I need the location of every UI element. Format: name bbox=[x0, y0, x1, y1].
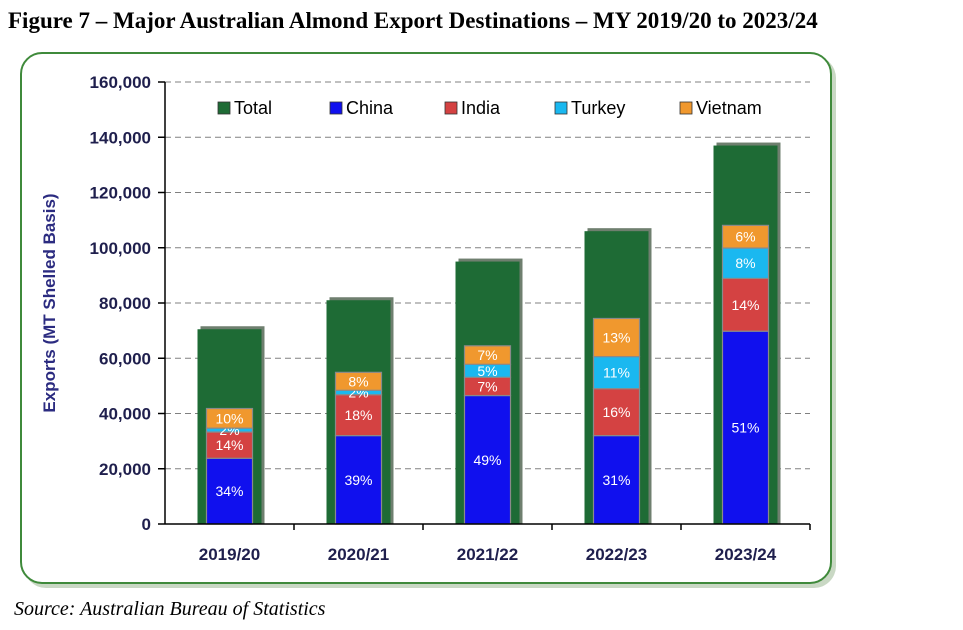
source-note: Source: Australian Bureau of Statistics bbox=[14, 598, 326, 620]
x-tick-label: 2019/20 bbox=[199, 545, 260, 564]
y-axis-label: Exports (MT Shelled Basis) bbox=[40, 193, 59, 412]
chart-panel bbox=[20, 52, 832, 584]
legend-label-vietnam: Vietnam bbox=[696, 98, 762, 118]
y-tick-label: 140,000 bbox=[90, 128, 151, 147]
turkey-data-label: 5% bbox=[477, 363, 497, 379]
figure-title: Figure 7 – Major Australian Almond Expor… bbox=[8, 8, 818, 33]
legend-swatch-china bbox=[329, 101, 343, 115]
y-tick-label: 60,000 bbox=[99, 349, 151, 368]
india-data-label: 7% bbox=[477, 378, 497, 394]
china-bar bbox=[592, 435, 641, 525]
y-tick-label: 0 bbox=[142, 515, 151, 534]
legend-label-total: Total bbox=[234, 98, 272, 118]
bars: 34%14%2%10%39%18%2%8%49%7%5%7%31%16%11%1… bbox=[197, 142, 781, 525]
vietnam-data-label: 10% bbox=[215, 410, 243, 426]
vietnam-bar bbox=[205, 407, 254, 429]
china-data-label: 49% bbox=[473, 452, 501, 468]
y-tick-label: 80,000 bbox=[99, 294, 151, 313]
vietnam-bar bbox=[463, 345, 512, 365]
legend-swatch-india bbox=[444, 101, 458, 115]
india-bar bbox=[592, 388, 641, 437]
legend-label-china: China bbox=[346, 98, 394, 118]
india-data-label: 14% bbox=[731, 297, 759, 313]
vietnam-bar bbox=[592, 317, 641, 358]
vietnam-data-label: 13% bbox=[602, 330, 630, 346]
india-data-label: 18% bbox=[344, 407, 372, 423]
vietnam-data-label: 7% bbox=[477, 347, 497, 363]
vietnam-bar bbox=[334, 371, 383, 391]
x-tick-label: 2023/24 bbox=[715, 545, 777, 564]
legend-label-turkey: Turkey bbox=[571, 98, 625, 118]
legend-swatch-vietnam bbox=[679, 101, 693, 115]
y-tick-label: 160,000 bbox=[90, 73, 151, 92]
vietnam-bar bbox=[721, 224, 770, 249]
legend-label-india: India bbox=[461, 98, 501, 118]
x-tick-label: 2020/21 bbox=[328, 545, 389, 564]
legend: Total China India Turkey Vietnam bbox=[217, 98, 762, 118]
y-tick-label: 100,000 bbox=[90, 239, 151, 258]
turkey-data-label: 11% bbox=[603, 365, 630, 381]
x-tick-label: 2021/22 bbox=[457, 545, 518, 564]
legend-swatch-total bbox=[217, 101, 231, 115]
china-data-label: 34% bbox=[215, 483, 243, 499]
y-tick-label: 20,000 bbox=[99, 460, 151, 479]
vietnam-data-label: 6% bbox=[735, 229, 755, 245]
turkey-data-label: 8% bbox=[735, 255, 755, 271]
vietnam-data-label: 8% bbox=[348, 373, 368, 389]
axes: 0 20,000 40,000 60,000 80,000 100,000 120,000 1… bbox=[90, 73, 811, 564]
china-data-label: 31% bbox=[602, 472, 630, 488]
y-tick-label: 40,000 bbox=[99, 405, 151, 424]
x-tick-label: 2022/23 bbox=[586, 545, 647, 564]
china-data-label: 39% bbox=[344, 472, 372, 488]
legend-swatch-turkey bbox=[554, 101, 568, 115]
turkey-bar bbox=[721, 247, 770, 280]
y-tick-label: 120,000 bbox=[90, 184, 151, 203]
india-data-label: 16% bbox=[602, 404, 630, 420]
china-data-label: 51% bbox=[731, 420, 759, 436]
china-bar bbox=[463, 394, 512, 525]
india-data-label: 14% bbox=[215, 437, 243, 453]
